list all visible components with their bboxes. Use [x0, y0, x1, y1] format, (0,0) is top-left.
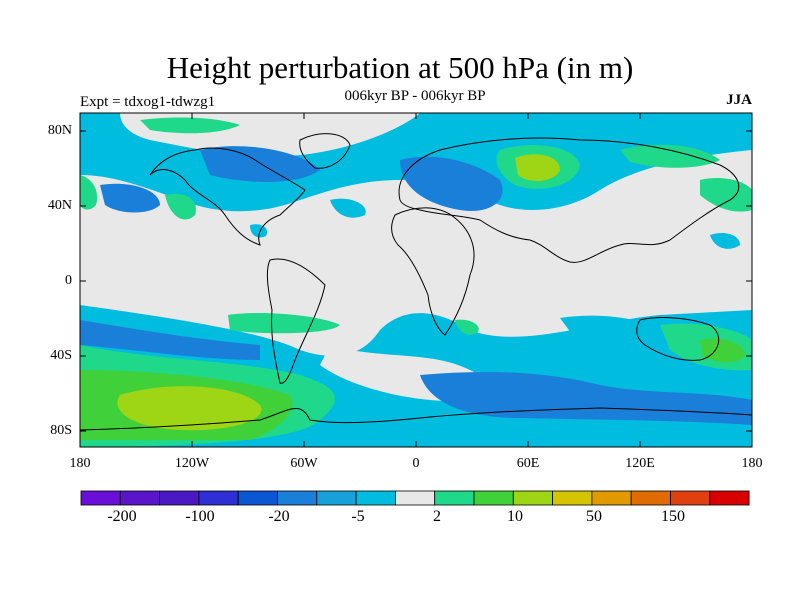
axis-ticks — [79, 113, 753, 447]
colorbar-label-7: 50 — [586, 508, 602, 525]
colorbar-label-6: 10 — [507, 508, 523, 525]
lon-label-180e: 180 — [741, 456, 763, 471]
colorbar-box — [473, 490, 514, 506]
north-blue-atlantic — [200, 146, 320, 182]
colorbar-box — [80, 490, 121, 506]
colorbar-label-4: -5 — [351, 508, 365, 525]
lat-label-0: 0 — [65, 273, 72, 288]
north-green-pacific-west — [80, 175, 98, 210]
north-cyan-east-small — [710, 233, 740, 249]
colorbar-box — [316, 490, 357, 506]
plot-title: Height perturbation at 500 hPa (in m) — [166, 50, 634, 85]
colorbar-label-3: -20 — [268, 508, 290, 525]
colorbar-box — [159, 490, 200, 506]
coastlines — [80, 133, 752, 431]
north-green-east — [620, 144, 720, 168]
colorbar-box — [591, 490, 632, 506]
field-layer — [80, 113, 752, 447]
colorbar-label-2: -100 — [185, 508, 215, 525]
colorbar-box — [277, 490, 318, 506]
lon-label-120e: 120E — [625, 456, 655, 471]
coastline-south-america — [266, 258, 326, 384]
colorbar-box — [434, 490, 475, 506]
south-lime-patch-east — [700, 338, 745, 363]
north-cyan-blob-mid — [330, 198, 366, 218]
north-green-top — [140, 117, 240, 134]
colorbar-box — [670, 490, 711, 506]
colorbar-box — [630, 490, 671, 506]
lon-label-0: 0 — [412, 456, 420, 471]
colorbar-box — [198, 490, 239, 506]
lon-label-120w: 120W — [174, 456, 210, 471]
coastline-eurasia — [398, 137, 740, 263]
season-label: JJA — [726, 92, 752, 108]
coastline-north-america — [149, 147, 306, 246]
south-green-small — [455, 319, 479, 335]
lon-label-60w: 60W — [290, 456, 318, 471]
coastline-australia — [636, 317, 720, 361]
north-green-atlantic — [165, 193, 196, 220]
south-blue-band — [80, 320, 260, 360]
north-cyan-small-mid — [250, 224, 268, 238]
lon-label-60e: 60E — [516, 456, 540, 471]
experiment-label: Expt = tdxog1-tdwzg1 — [80, 94, 216, 110]
colorbar-box — [394, 490, 436, 506]
colorbar — [80, 490, 750, 506]
colorbar-box — [119, 490, 161, 506]
lat-label-80n: 80N — [47, 123, 72, 138]
lat-label-80s: 80S — [50, 423, 72, 438]
colorbar-label-5: 2 — [433, 508, 441, 525]
coastline-antarctica — [80, 407, 752, 431]
colorbar-box — [552, 490, 593, 506]
colorbar-box — [355, 490, 396, 506]
colorbar-box — [237, 490, 278, 506]
coastline-africa — [391, 207, 475, 336]
colorbar-label-8: 150 — [661, 508, 685, 525]
plot-subtitle: 006kyr BP - 006kyr BP — [344, 88, 486, 104]
south-yellowgreen-blob — [117, 386, 262, 431]
coastline-greenland — [299, 133, 351, 169]
south-green-mid — [228, 313, 340, 334]
north-yellowgreen-blob-asia — [515, 154, 560, 182]
colorbar-box — [709, 490, 750, 506]
south-cyan-mid — [560, 315, 660, 352]
north-blue-europe — [400, 156, 503, 211]
colorbar-box — [512, 490, 553, 506]
lat-label-40n: 40N — [47, 198, 72, 213]
north-blue-pacific — [100, 183, 160, 213]
colorbar-label-1: -200 — [107, 508, 137, 525]
lon-label-180w: 180 — [69, 456, 91, 471]
lat-label-40s: 40S — [50, 348, 72, 363]
